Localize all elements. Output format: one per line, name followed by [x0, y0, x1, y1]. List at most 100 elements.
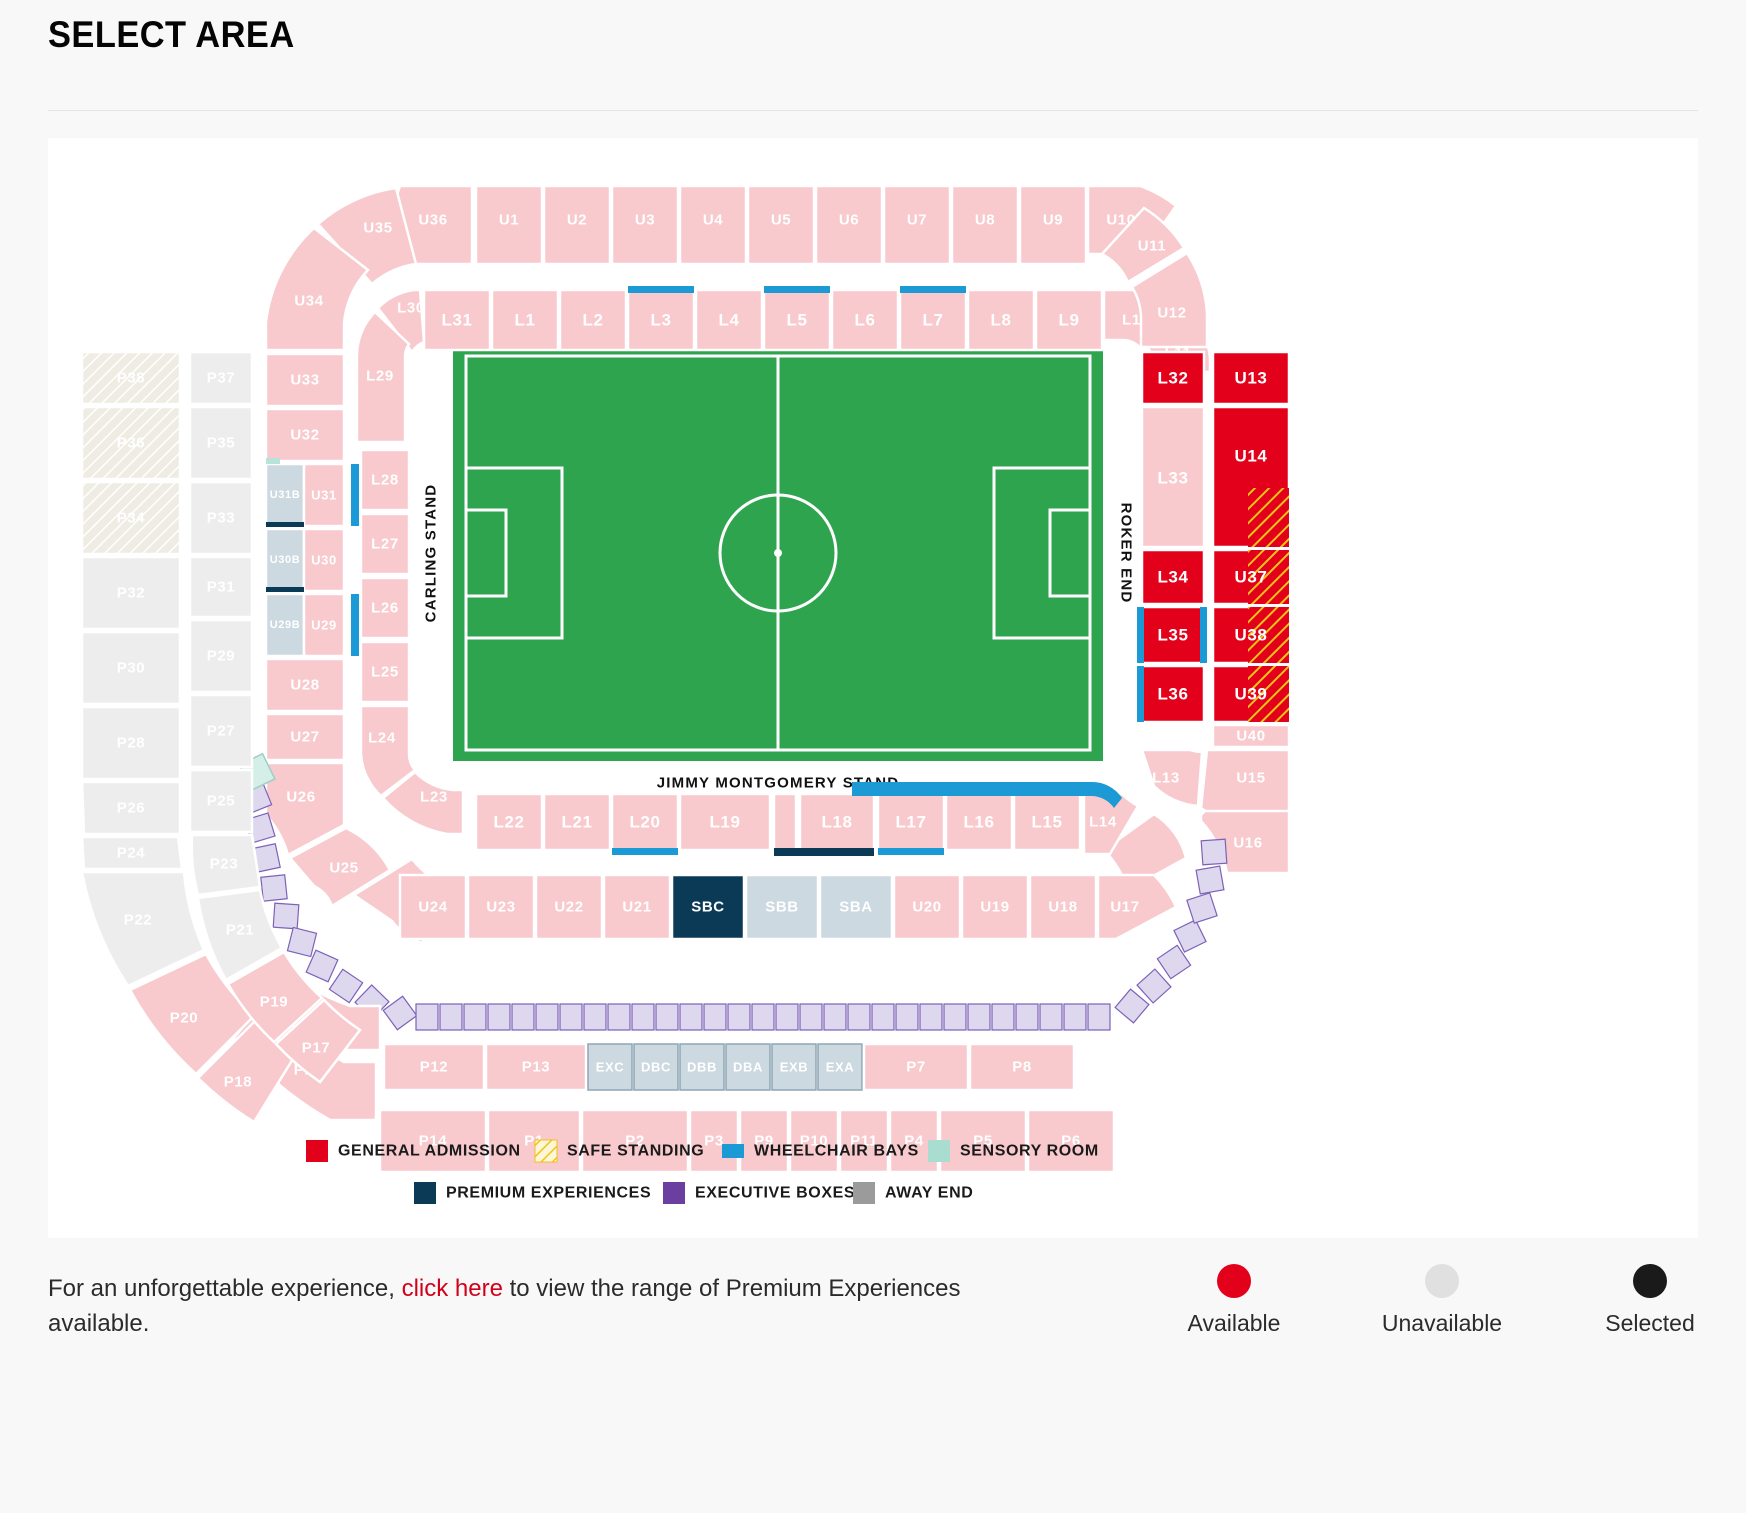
section-L27[interactable] — [359, 512, 411, 576]
exec-box[interactable] — [382, 995, 418, 1031]
section-U21[interactable] — [602, 873, 672, 941]
section-U17[interactable] — [1096, 873, 1178, 941]
section-P19[interactable] — [226, 950, 324, 1044]
wheelchair-bay-L26[interactable] — [351, 594, 359, 656]
section-P28[interactable] — [80, 705, 182, 781]
wheelchair-bay-L3[interactable] — [628, 286, 694, 293]
section-DBC[interactable] — [633, 1043, 679, 1091]
exec-box[interactable] — [631, 1003, 655, 1031]
section-U3[interactable] — [610, 184, 680, 266]
section-L4[interactable] — [694, 288, 764, 352]
exec-box[interactable] — [305, 949, 339, 983]
exec-box[interactable] — [1114, 988, 1150, 1024]
section-L32[interactable] — [1140, 350, 1206, 406]
section-U5[interactable] — [746, 184, 816, 266]
section-U1[interactable] — [474, 184, 544, 266]
wheelchair-bay-L35-right[interactable] — [1200, 607, 1207, 663]
section-EXB[interactable] — [771, 1043, 817, 1091]
section-U40[interactable] — [1211, 723, 1291, 749]
safe-standing-U14[interactable] — [1248, 488, 1289, 547]
section-L20[interactable] — [610, 792, 680, 852]
section-EXC[interactable] — [587, 1043, 633, 1091]
section-L26[interactable] — [359, 576, 411, 640]
section-U7[interactable] — [882, 184, 952, 266]
exec-box[interactable] — [439, 1003, 463, 1031]
section-L34[interactable] — [1140, 548, 1206, 606]
section-P38[interactable] — [80, 350, 182, 406]
section-P35[interactable] — [188, 405, 254, 481]
section-P21[interactable] — [196, 888, 284, 982]
exec-box[interactable] — [511, 1003, 535, 1031]
section-U31[interactable] — [302, 462, 346, 528]
section-L23[interactable] — [381, 770, 465, 836]
section-P10[interactable] — [788, 1108, 840, 1174]
section-SBB[interactable] — [744, 873, 820, 941]
premium-marker-U30B[interactable] — [266, 587, 304, 592]
exec-box[interactable] — [1087, 1003, 1111, 1031]
section-P6[interactable] — [1026, 1108, 1116, 1174]
section-P3[interactable] — [688, 1108, 740, 1174]
section-U27[interactable] — [264, 712, 346, 762]
section-L3[interactable] — [626, 288, 696, 352]
exec-box[interactable] — [799, 1003, 823, 1031]
section-L8[interactable] — [966, 288, 1036, 352]
section-U25[interactable] — [288, 826, 392, 908]
section-L25[interactable] — [359, 640, 411, 704]
exec-box[interactable] — [1173, 919, 1207, 953]
section-SBA[interactable] — [818, 873, 894, 941]
section-U4[interactable] — [678, 184, 748, 266]
section-U11[interactable] — [1100, 206, 1186, 284]
exec-box[interactable] — [1015, 1003, 1039, 1031]
section-P7[interactable] — [862, 1042, 970, 1092]
section-L21[interactable] — [542, 792, 612, 852]
wheelchair-bay-L35-left[interactable] — [1137, 607, 1144, 663]
exec-box[interactable] — [328, 968, 364, 1004]
section-U29[interactable] — [302, 592, 346, 658]
section-P24[interactable] — [80, 835, 184, 871]
premium-marker-U31B[interactable] — [266, 522, 304, 527]
section-L19B[interactable] — [772, 792, 798, 852]
premium-experiences-link[interactable]: click here — [401, 1275, 503, 1302]
section-L5[interactable] — [762, 288, 832, 352]
section-DBB[interactable] — [679, 1043, 725, 1091]
section-U33[interactable] — [264, 352, 346, 408]
section-L29[interactable] — [355, 310, 411, 444]
sensory-room-marker-left[interactable] — [266, 458, 280, 464]
section-P37[interactable] — [188, 350, 254, 406]
wheelchair-bay-L5[interactable] — [764, 286, 830, 293]
section-P11[interactable] — [838, 1108, 890, 1174]
section-P30[interactable] — [80, 630, 182, 706]
wheelchair-bay-L36-left[interactable] — [1137, 666, 1144, 722]
section-L28[interactable] — [359, 448, 411, 512]
exec-box[interactable] — [463, 1003, 487, 1031]
section-U8[interactable] — [950, 184, 1020, 266]
exec-box[interactable] — [1039, 1003, 1063, 1031]
section-L2[interactable] — [558, 288, 628, 352]
exec-box[interactable] — [487, 1003, 511, 1031]
section-U24[interactable] — [398, 873, 468, 941]
exec-box[interactable] — [991, 1003, 1015, 1031]
exec-box[interactable] — [1156, 944, 1192, 980]
section-U12[interactable] — [1130, 251, 1209, 349]
section-P9[interactable] — [738, 1108, 790, 1174]
section-P34[interactable] — [80, 480, 182, 556]
section-L31[interactable] — [422, 288, 492, 352]
exec-box[interactable] — [919, 1003, 943, 1031]
exec-box[interactable] — [967, 1003, 991, 1031]
section-L35[interactable] — [1140, 605, 1206, 665]
section-L19[interactable] — [678, 792, 772, 852]
stadium-map[interactable]: .lbl { font-family:"Liberation Sans Narr… — [48, 138, 1698, 1238]
section-L30[interactable] — [376, 288, 426, 355]
section-U9[interactable] — [1018, 184, 1088, 266]
section-P1[interactable] — [486, 1108, 582, 1174]
exec-box[interactable] — [871, 1003, 895, 1031]
exec-box[interactable] — [655, 1003, 679, 1031]
premium-marker-L18[interactable] — [774, 848, 874, 856]
exec-box[interactable] — [1063, 1003, 1087, 1031]
section-L16[interactable] — [944, 792, 1014, 852]
section-P17[interactable] — [274, 998, 362, 1084]
section-U2[interactable] — [542, 184, 612, 266]
exec-box[interactable] — [1186, 892, 1218, 924]
section-P36[interactable] — [80, 405, 182, 481]
exec-box[interactable] — [415, 1003, 439, 1031]
